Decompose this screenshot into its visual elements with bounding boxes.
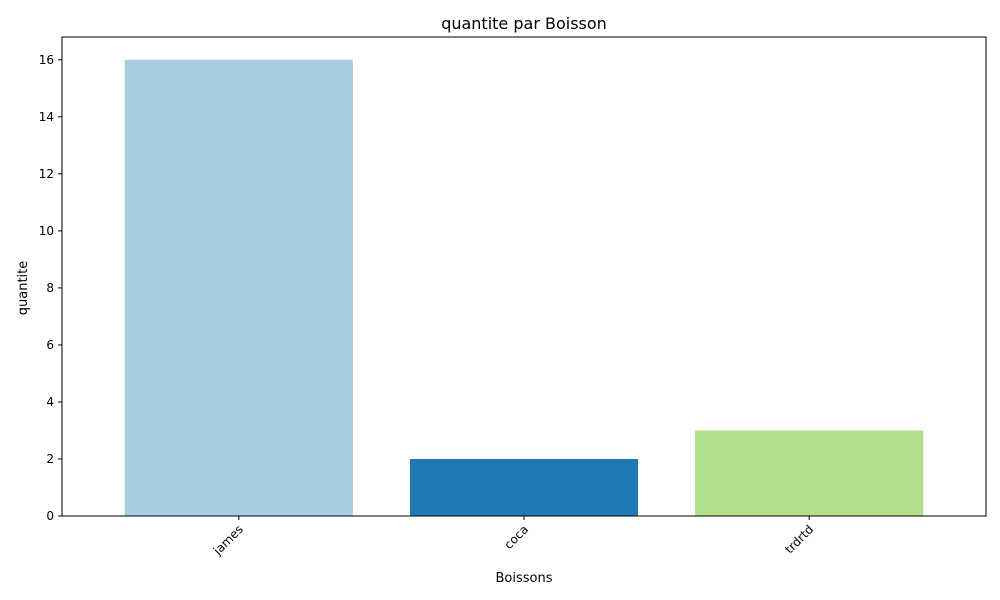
x-tick-label: coca: [502, 522, 532, 552]
y-tick-label: 2: [46, 452, 54, 466]
bar-trdrtd: [695, 430, 924, 516]
plot-frame: [61, 36, 987, 517]
x-tick-label: trdrtd: [782, 522, 816, 556]
y-tick-label: 4: [46, 395, 54, 409]
chart-title: quantite par Boisson: [441, 14, 607, 33]
x-ticks-group: james coca trdrtd: [210, 516, 816, 558]
x-axis-label: Boissons: [496, 571, 553, 586]
bar-coca: [409, 458, 639, 516]
y-tick-label: 0: [46, 509, 54, 523]
y-tick-label: 12: [39, 167, 54, 181]
y-tick-label: 6: [46, 338, 54, 352]
y-tick-label: 14: [39, 110, 54, 124]
y-ticks-group: 0 2 4 6 8 10 12 14 16: [39, 53, 62, 523]
y-tick-label: 10: [39, 224, 54, 238]
y-tick-label: 16: [39, 53, 54, 67]
x-tick-label: james: [210, 522, 246, 558]
y-axis-label: quantite: [16, 261, 31, 316]
bar-james: [124, 59, 353, 517]
y-tick-label: 8: [46, 281, 54, 295]
bars-group: [124, 59, 924, 517]
